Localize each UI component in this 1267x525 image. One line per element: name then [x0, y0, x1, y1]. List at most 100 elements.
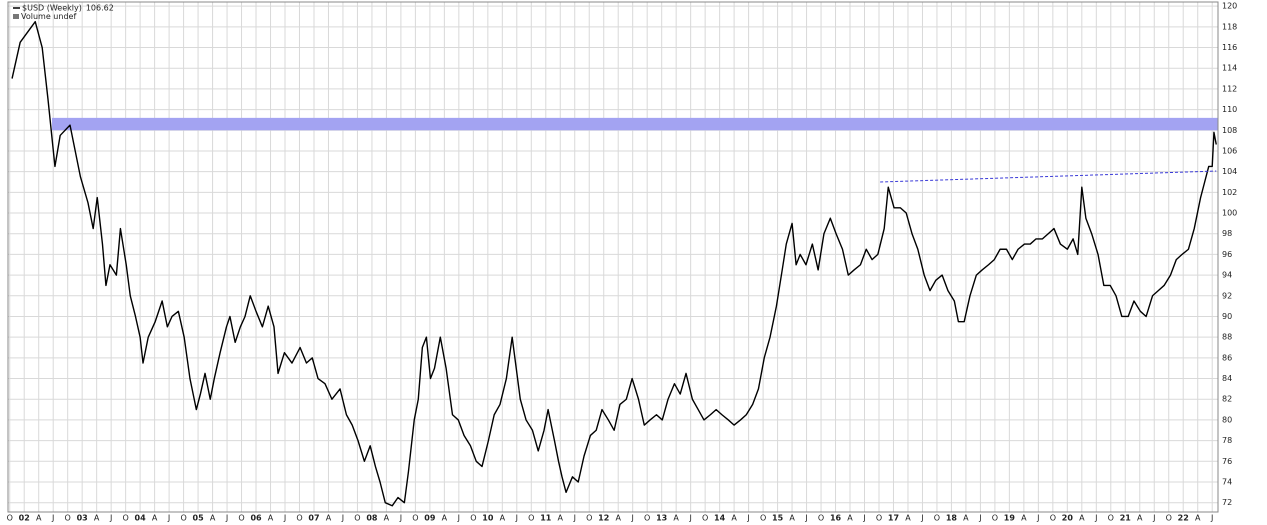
y-tick-label: 116	[1222, 43, 1237, 52]
x-tick-label: 16	[830, 514, 842, 523]
y-tick-label: 118	[1222, 22, 1237, 31]
x-tick-label: J	[920, 514, 923, 523]
x-tick-label: O	[1108, 514, 1114, 523]
y-tick-label: 82	[1222, 395, 1232, 404]
x-tick-label: O	[1166, 514, 1172, 523]
x-tick-label: O	[122, 514, 128, 523]
y-tick-label: 108	[1222, 126, 1237, 135]
y-tick-label: 72	[1222, 498, 1232, 507]
x-tick-label: A	[384, 514, 390, 523]
x-tick-label: O	[586, 514, 592, 523]
x-tick-label: J	[1094, 514, 1097, 523]
volume-icon	[13, 14, 19, 19]
x-tick-label: 06	[250, 514, 262, 523]
y-tick-label: 74	[1222, 478, 1232, 487]
y-tick-label: 98	[1222, 229, 1232, 238]
y-tick-label: 100	[1222, 209, 1237, 218]
x-tick-label: A	[905, 514, 911, 523]
x-tick-label: O	[470, 514, 476, 523]
x-tick-label: O	[7, 514, 13, 523]
x-tick-label: O	[354, 514, 360, 523]
x-tick-label: J	[109, 514, 112, 523]
y-tick-label: 96	[1222, 250, 1232, 259]
trend-line	[880, 170, 1217, 183]
x-tick-label: A	[210, 514, 216, 523]
x-tick-label: 10	[482, 514, 494, 523]
x-tick-label: A	[963, 514, 969, 523]
x-tick-label: 07	[308, 514, 319, 523]
x-tick-label: J	[399, 514, 402, 523]
x-tick-label: 17	[888, 514, 899, 523]
x-tick-label: A	[36, 514, 42, 523]
x-tick-label: J	[515, 514, 518, 523]
x-tick-label: J	[283, 514, 286, 523]
x-tick-label: 19	[1004, 514, 1016, 523]
y-tick-label: 78	[1222, 436, 1232, 445]
x-tick-label: 12	[598, 514, 609, 523]
y-tick-label: 76	[1222, 457, 1232, 466]
y-tick-label: 90	[1222, 312, 1232, 321]
x-tick-label: J	[167, 514, 170, 523]
x-tick-label: A	[1137, 514, 1143, 523]
x-tick-label: J	[225, 514, 228, 523]
resistance-band	[52, 117, 1219, 131]
y-tick-label: 102	[1222, 188, 1237, 197]
x-tick-label: A	[615, 514, 621, 523]
x-tick-label: A	[558, 514, 564, 523]
x-tick-label: J	[688, 514, 691, 523]
x-tick-label: O	[412, 514, 418, 523]
y-tick-label: 114	[1222, 64, 1237, 73]
x-tick-label: 22	[1178, 514, 1189, 523]
x-tick-label: 14	[714, 514, 726, 523]
x-tick-label: O	[296, 514, 302, 523]
x-tick-label: J	[573, 514, 576, 523]
y-tick-label: 120	[1222, 2, 1237, 11]
x-tick-label: 03	[77, 514, 88, 523]
x-tick-label: A	[731, 514, 737, 523]
x-tick-label: A	[1021, 514, 1027, 523]
x-tick-label: O	[65, 514, 71, 523]
x-tick-label: A	[847, 514, 853, 523]
x-tick-label: 15	[772, 514, 784, 523]
x-tick-label: J	[457, 514, 460, 523]
y-tick-label: 106	[1222, 146, 1237, 155]
x-tick-label: J	[1210, 514, 1213, 523]
x-tick-label: A	[673, 514, 679, 523]
x-tick-label: O	[702, 514, 708, 523]
x-tick-label: J	[51, 514, 54, 523]
legend-label: $USD (Weekly)	[22, 4, 82, 13]
x-tick-label: 18	[946, 514, 958, 523]
y-tick-label: 104	[1222, 167, 1237, 176]
x-tick-label: A	[789, 514, 795, 523]
x-tick-label: 09	[424, 514, 436, 523]
x-tick-label: A	[326, 514, 332, 523]
x-tick-label: O	[180, 514, 186, 523]
y-tick-label: 88	[1222, 333, 1232, 342]
x-tick-label: A	[268, 514, 274, 523]
x-tick-label: J	[978, 514, 981, 523]
x-tick-label: 21	[1120, 514, 1132, 523]
x-tick-label: A	[1079, 514, 1085, 523]
x-tick-label: O	[1050, 514, 1056, 523]
marks	[11, 20, 1219, 507]
x-tick-label: O	[818, 514, 824, 523]
x-tick-label: 13	[656, 514, 667, 523]
x-tick-label: 04	[135, 514, 147, 523]
plot-frame	[7, 1, 1219, 513]
legend-last-value: 106.62	[86, 4, 114, 13]
x-tick-label: J	[746, 514, 749, 523]
x-tick-label: J	[1152, 514, 1155, 523]
x-tick-label: A	[94, 514, 100, 523]
x-tick-label: J	[804, 514, 807, 523]
x-tick-label: A	[1195, 514, 1201, 523]
price-line	[11, 20, 1217, 507]
x-tick-label: A	[152, 514, 158, 523]
volume-label: Volume undef	[21, 12, 76, 21]
x-tick-label: O	[934, 514, 940, 523]
x-tick-label: J	[862, 514, 865, 523]
x-tick-label: O	[528, 514, 534, 523]
x-tick-label: 20	[1062, 514, 1074, 523]
x-tick-label: J	[1036, 514, 1039, 523]
